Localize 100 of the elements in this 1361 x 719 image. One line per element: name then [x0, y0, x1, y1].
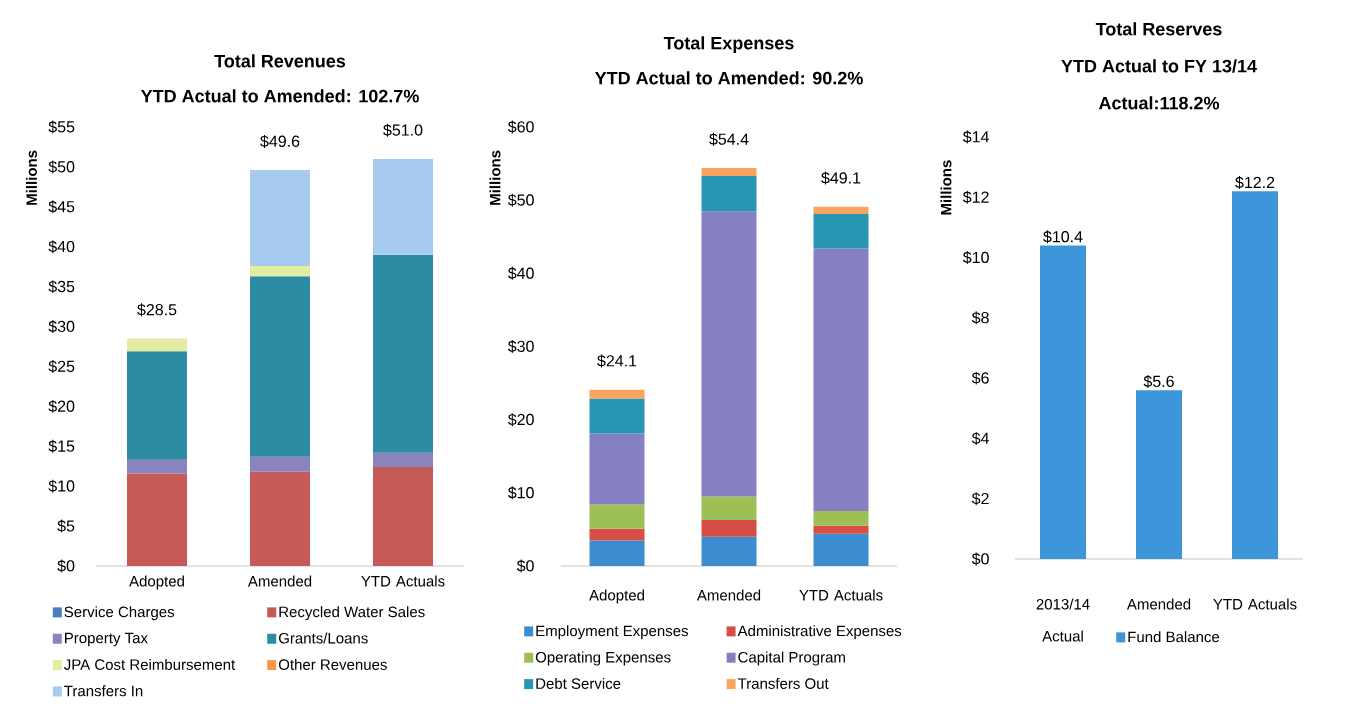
x-tick-label: YTD Actuals	[361, 575, 445, 587]
legend-label: Transfers Out	[737, 677, 829, 689]
chart-title: Total Expenses	[663, 36, 794, 54]
x-tick-label: Amended	[696, 589, 761, 601]
y-tick-label: $30	[507, 340, 534, 353]
bar	[127, 459, 188, 474]
y-tick-label: $5	[57, 519, 75, 533]
y-tick-label: $0	[57, 559, 75, 573]
bar	[813, 511, 869, 526]
x-tick-label: Amended	[247, 575, 312, 587]
legend-label: Property Tax	[65, 632, 148, 647]
bar	[250, 170, 311, 266]
total-label: $49.6	[260, 134, 300, 148]
y-tick-label: $10	[962, 251, 989, 265]
y-tick-label: $35	[48, 280, 75, 294]
bar	[589, 528, 645, 541]
x-tick-label: YTD Actuals	[799, 589, 883, 601]
bar	[373, 158, 434, 255]
x-tick-label: YTD Actuals	[1213, 598, 1297, 610]
legend-label: Grants/Loans	[278, 632, 368, 644]
bar	[813, 206, 869, 215]
y-tick-label: $30	[48, 320, 75, 334]
x-tick-label: Adopted	[129, 575, 184, 590]
legend-label: Recycled Water Sales	[279, 606, 425, 621]
bar	[701, 519, 757, 537]
bar	[373, 452, 434, 468]
chart-subtitle: YTD Actual to Amended: 102.7%	[140, 89, 419, 103]
y-tick-label: $6	[971, 371, 989, 385]
y-axis-title: Millions	[940, 160, 952, 215]
y-tick-label: $0	[516, 559, 534, 573]
bar	[813, 525, 869, 534]
bar	[701, 167, 757, 177]
bar	[589, 504, 645, 529]
legend-label: Transfers In	[64, 685, 143, 697]
legend-label: Operating Expenses	[535, 651, 671, 666]
chart-title: Total Revenues	[214, 54, 346, 68]
y-tick-label: $15	[48, 439, 75, 453]
x-tick-label: Adopted	[589, 589, 644, 604]
bar	[1232, 191, 1278, 559]
y-axis-title: Millions	[25, 150, 37, 205]
y-tick-label: $50	[507, 193, 534, 207]
x-tick-label: Amended	[1126, 598, 1191, 610]
y-tick-label: $40	[507, 266, 534, 280]
total-label: $49.1	[821, 171, 861, 185]
total-label: $24.1	[597, 354, 637, 368]
bar	[813, 248, 869, 512]
bar	[373, 467, 434, 566]
bar	[250, 276, 311, 457]
legend-label: Fund Balance	[1128, 631, 1220, 643]
y-tick-label: $14	[962, 130, 989, 144]
legend-label: JPA Cost Reimbursement	[64, 658, 236, 670]
bar	[250, 265, 311, 277]
bar	[127, 351, 188, 460]
bar	[250, 456, 311, 472]
legend-label: Employment Expenses	[536, 625, 688, 640]
data-label: $5.6	[1143, 375, 1174, 388]
data-label: $10.4	[1043, 230, 1083, 244]
total-label: $28.5	[137, 303, 177, 317]
y-tick-label: $40	[48, 240, 75, 254]
bar	[373, 254, 434, 453]
y-tick-label: $45	[48, 200, 75, 214]
y-tick-label: $55	[48, 120, 75, 134]
y-tick-label: $25	[48, 359, 75, 373]
legend-label: Service Charges	[64, 606, 175, 621]
bar	[589, 433, 645, 505]
bar	[127, 473, 188, 566]
bar	[589, 540, 645, 566]
bar	[250, 471, 311, 566]
bar	[1136, 390, 1182, 559]
bar	[127, 338, 188, 352]
legend-label: Capital Program	[738, 651, 845, 666]
bar	[589, 389, 645, 399]
bar	[701, 211, 757, 497]
bar	[1040, 245, 1086, 559]
y-tick-label: $20	[48, 399, 75, 413]
y-tick-label: $10	[48, 479, 75, 493]
bar	[589, 398, 645, 434]
y-tick-label: $60	[507, 120, 534, 134]
chart-subtitle: YTD Actual to Amended: 90.2%	[594, 71, 863, 85]
legend-label: Debt Service	[536, 677, 621, 689]
bar	[701, 496, 757, 520]
chart-title: Total Reserves	[1095, 22, 1222, 36]
y-tick-label: $10	[507, 486, 534, 500]
y-tick-label: $50	[48, 160, 75, 174]
bar	[701, 536, 757, 566]
total-label: $54.4	[709, 132, 749, 146]
y-tick-label: $0	[971, 552, 989, 566]
y-tick-label: $12	[962, 190, 989, 204]
y-tick-label: $8	[971, 311, 989, 325]
bar	[701, 176, 757, 212]
data-label: $12.2	[1235, 176, 1275, 190]
y-tick-label: $20	[507, 413, 534, 427]
y-tick-label: $2	[971, 492, 989, 506]
legend-label: Administrative Expenses	[737, 625, 902, 640]
bar	[813, 533, 869, 566]
category-label: 2013/14 Actual	[1036, 598, 1090, 642]
total-label: $51.0	[383, 123, 423, 137]
y-tick-label: $4	[971, 431, 989, 445]
y-axis-title: Millions	[489, 150, 501, 205]
legend-label: Other Revenues	[278, 658, 387, 670]
